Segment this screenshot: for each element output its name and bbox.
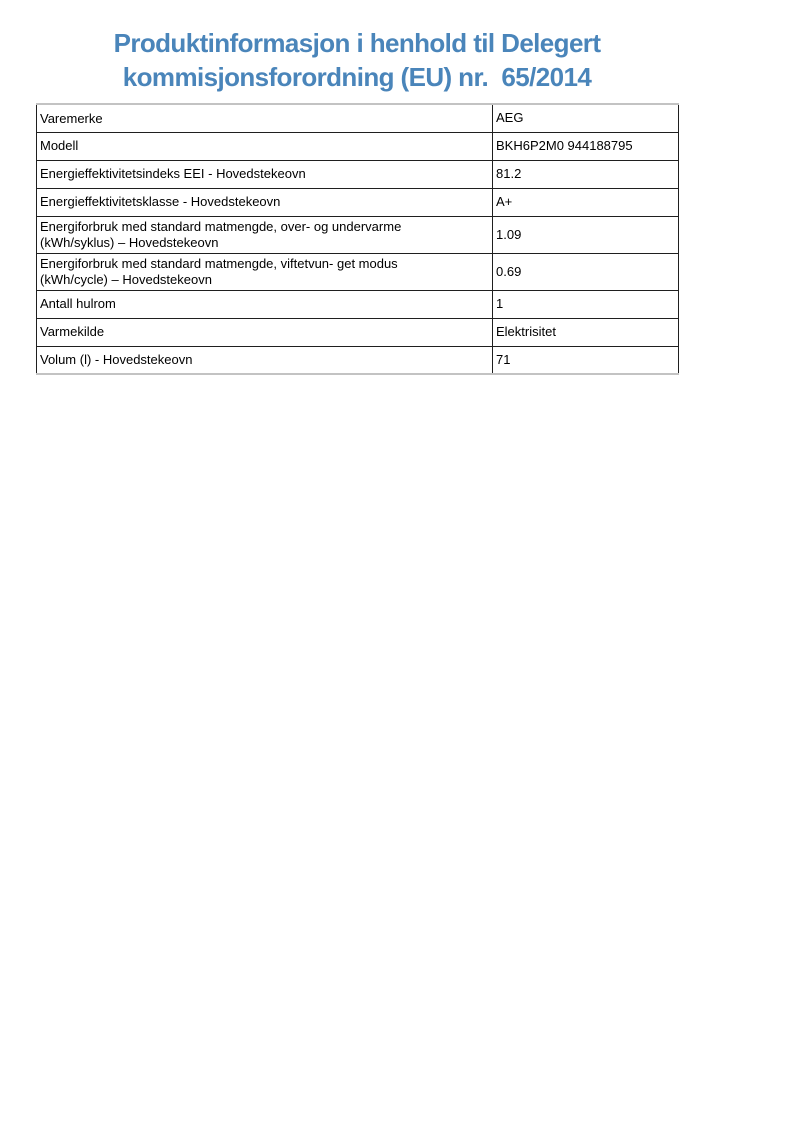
row-label-text: Energiforbruk med standard matmengde, vi… — [40, 255, 398, 287]
table-row: Antall hulrom 1 — [36, 289, 679, 319]
page-title-line1: Produktinformasjon i henhold til Deleger… — [113, 28, 601, 58]
row-label: Volum (l) - Hovedstekeovn — [36, 345, 493, 375]
row-label-text: Modell — [40, 138, 79, 154]
row-value: BKH6P2M0 944188795 — [492, 131, 679, 161]
table-row: Energieffektivitetsindeks EEI - Hovedste… — [36, 159, 679, 189]
row-value: 71 — [492, 345, 679, 375]
row-label: Antall hulrom — [36, 289, 493, 319]
row-label: Energiforbruk med standard matmengde, ov… — [36, 215, 493, 254]
row-value: Elektrisitet — [492, 317, 679, 347]
table-row: Energiforbruk med standard matmengde, ov… — [36, 215, 679, 254]
table-row: Volum (l) - Hovedstekeovn 71 — [36, 345, 679, 375]
product-info-table: Varemerke AEG Modell BKH6P2M0 944188795 … — [36, 103, 679, 375]
content-area: Produktinformasjon i henhold til Deleger… — [36, 0, 679, 375]
row-value: 0.69 — [492, 252, 679, 291]
row-label-text: Varmekilde — [40, 324, 105, 340]
row-value: AEG — [492, 103, 679, 133]
row-label: Energieffektivitetsindeks EEI - Hovedste… — [36, 159, 493, 189]
row-value: A+ — [492, 187, 679, 217]
table-row: Energieffektivitetsklasse - Hovedstekeov… — [36, 187, 679, 217]
row-value: 1 — [492, 289, 679, 319]
row-label: Modell — [36, 131, 493, 161]
row-label-text: Energieffektivitetsindeks EEI - Hovedste… — [40, 166, 306, 182]
row-label-text: Energieffektivitetsklasse - Hovedstekeov… — [40, 194, 281, 210]
row-label: Energiforbruk med standard matmengde, vi… — [36, 252, 493, 291]
row-label: Energieffektivitetsklasse - Hovedstekeov… — [36, 187, 493, 217]
table-row: Modell BKH6P2M0 944188795 — [36, 131, 679, 161]
row-label: Varmekilde — [36, 317, 493, 347]
row-label-text: Varemerke — [40, 110, 103, 126]
page-title: Produktinformasjon i henhold til Deleger… — [36, 26, 678, 94]
table-row: Varmekilde Elektrisitet — [36, 317, 679, 347]
row-label-text: Antall hulrom — [40, 296, 116, 312]
page-title-line2: kommisjonsforordning (EU) nr. 65/2014 — [122, 62, 592, 92]
row-label-text: Energiforbruk med standard matmengde, ov… — [40, 218, 402, 250]
table-row: Energiforbruk med standard matmengde, vi… — [36, 252, 679, 291]
table-row: Varemerke AEG — [36, 103, 679, 133]
row-label: Varemerke — [36, 103, 493, 133]
row-value: 1.09 — [492, 215, 679, 254]
row-value: 81.2 — [492, 159, 679, 189]
row-label-text: Volum (l) - Hovedstekeovn — [40, 352, 193, 368]
